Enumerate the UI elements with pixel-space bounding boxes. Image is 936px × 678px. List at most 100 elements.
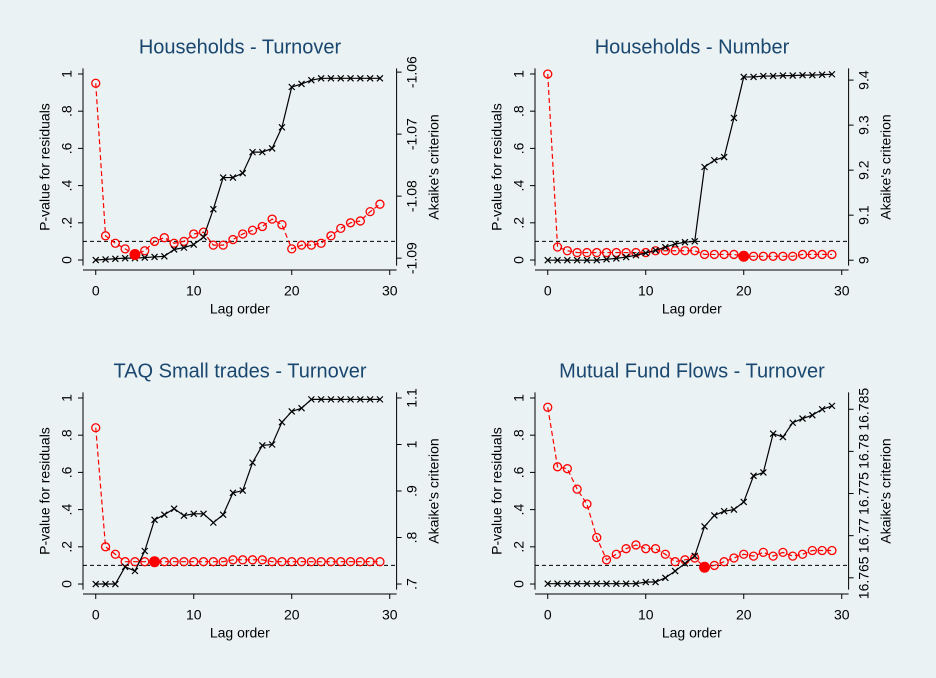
- marker: [740, 73, 748, 81]
- marker: [632, 251, 640, 259]
- x-tick-label: 20: [284, 607, 300, 623]
- marker: [257, 555, 267, 565]
- marker: [169, 557, 179, 567]
- marker: [670, 557, 680, 567]
- marker: [788, 551, 798, 561]
- y2-tick-label: .7: [404, 578, 420, 590]
- marker: [818, 405, 826, 413]
- marker: [768, 251, 778, 261]
- marker: [326, 557, 336, 567]
- marker: [229, 174, 237, 181]
- marker: [719, 557, 729, 567]
- marker: [750, 73, 757, 81]
- y-tick-label: .6: [511, 142, 527, 154]
- marker: [238, 555, 248, 565]
- marker: [650, 246, 661, 256]
- marker: [316, 238, 326, 248]
- marker: [170, 246, 178, 253]
- marker: [562, 464, 572, 474]
- selected-marker: [149, 556, 161, 568]
- marker: [268, 144, 276, 152]
- selected-marker: [129, 248, 141, 260]
- marker: [288, 408, 296, 415]
- marker: [365, 557, 375, 567]
- y2-tick-label: 16.785: [856, 388, 872, 431]
- x-tick-label: 10: [186, 607, 202, 623]
- panel: Mutual Fund Flows - Turnover 0 10 20 30 0 .2 .4…: [489, 360, 894, 640]
- x-tick-label: 30: [834, 283, 850, 299]
- series-line: [95, 398, 380, 585]
- marker: [661, 574, 669, 582]
- series-line: [95, 83, 381, 256]
- x-tick-label: 0: [544, 607, 552, 623]
- x-tick-label: 30: [834, 607, 850, 623]
- marker: [277, 557, 287, 567]
- marker: [306, 240, 316, 250]
- marker: [778, 547, 788, 558]
- y-tick-label: .8: [59, 429, 75, 441]
- marker: [543, 402, 553, 412]
- marker: [267, 557, 277, 567]
- marker: [249, 459, 256, 467]
- y2-tick-label: 1.1: [404, 388, 420, 408]
- marker: [680, 246, 690, 256]
- marker: [729, 249, 739, 260]
- marker: [690, 246, 700, 256]
- marker: [660, 549, 670, 559]
- y-tick-label: .4: [59, 504, 75, 516]
- y-tick-label: .6: [59, 466, 75, 478]
- x-axis-title: Lag order: [210, 301, 270, 317]
- marker: [552, 462, 563, 472]
- marker: [209, 519, 217, 527]
- marker: [797, 549, 808, 559]
- selected-marker: [738, 250, 750, 262]
- panel: Households - Turnover 0 10 20 30 0 .2 .4 .6 .8 1 -1…: [37, 36, 442, 316]
- marker: [817, 545, 827, 556]
- y-axis-title: P-value for residuals: [37, 103, 53, 231]
- y-tick-label: .2: [511, 217, 527, 229]
- marker: [808, 411, 816, 419]
- marker: [160, 252, 168, 260]
- marker: [179, 557, 189, 567]
- y-tick-label: .4: [511, 504, 527, 516]
- marker: [681, 560, 689, 567]
- x-axis-title: Lag order: [662, 301, 722, 317]
- marker: [170, 505, 178, 513]
- y2-tick-label: .8: [404, 531, 420, 543]
- marker: [554, 580, 561, 588]
- marker: [612, 254, 620, 262]
- y2-axis-title: Akaike's criterion: [878, 114, 894, 219]
- marker: [268, 441, 276, 448]
- marker: [652, 246, 659, 254]
- y-tick-label: 0: [511, 580, 527, 588]
- marker: [229, 489, 237, 497]
- selected-marker: [699, 561, 711, 573]
- marker: [375, 199, 385, 209]
- marker: [198, 557, 209, 567]
- marker: [681, 238, 689, 246]
- marker: [110, 238, 120, 248]
- marker: [572, 484, 582, 494]
- marker: [758, 251, 768, 261]
- marker: [828, 402, 836, 410]
- marker: [258, 441, 266, 449]
- y-tick-label: .2: [59, 541, 75, 553]
- panel: Households - Number 0 10 20 30 0 .2 .4 .6 .8 1 9 9.1…: [489, 36, 894, 316]
- marker: [111, 580, 119, 588]
- marker: [701, 163, 708, 171]
- marker: [818, 71, 826, 79]
- marker: [631, 247, 641, 258]
- y-tick-label: 1: [59, 394, 75, 402]
- y2-axis-title: Akaike's criterion: [426, 438, 442, 543]
- chart-title: Households - Turnover: [139, 36, 342, 58]
- marker: [327, 395, 335, 403]
- marker: [642, 578, 650, 586]
- marker: [709, 249, 719, 260]
- y2-tick-label: 9.1: [856, 205, 872, 225]
- marker: [355, 216, 365, 226]
- marker: [228, 234, 238, 245]
- marker: [740, 498, 748, 506]
- y2-tick-label: 16.765: [856, 556, 872, 599]
- marker: [376, 74, 384, 82]
- y2-tick-label: 16.77: [856, 518, 872, 553]
